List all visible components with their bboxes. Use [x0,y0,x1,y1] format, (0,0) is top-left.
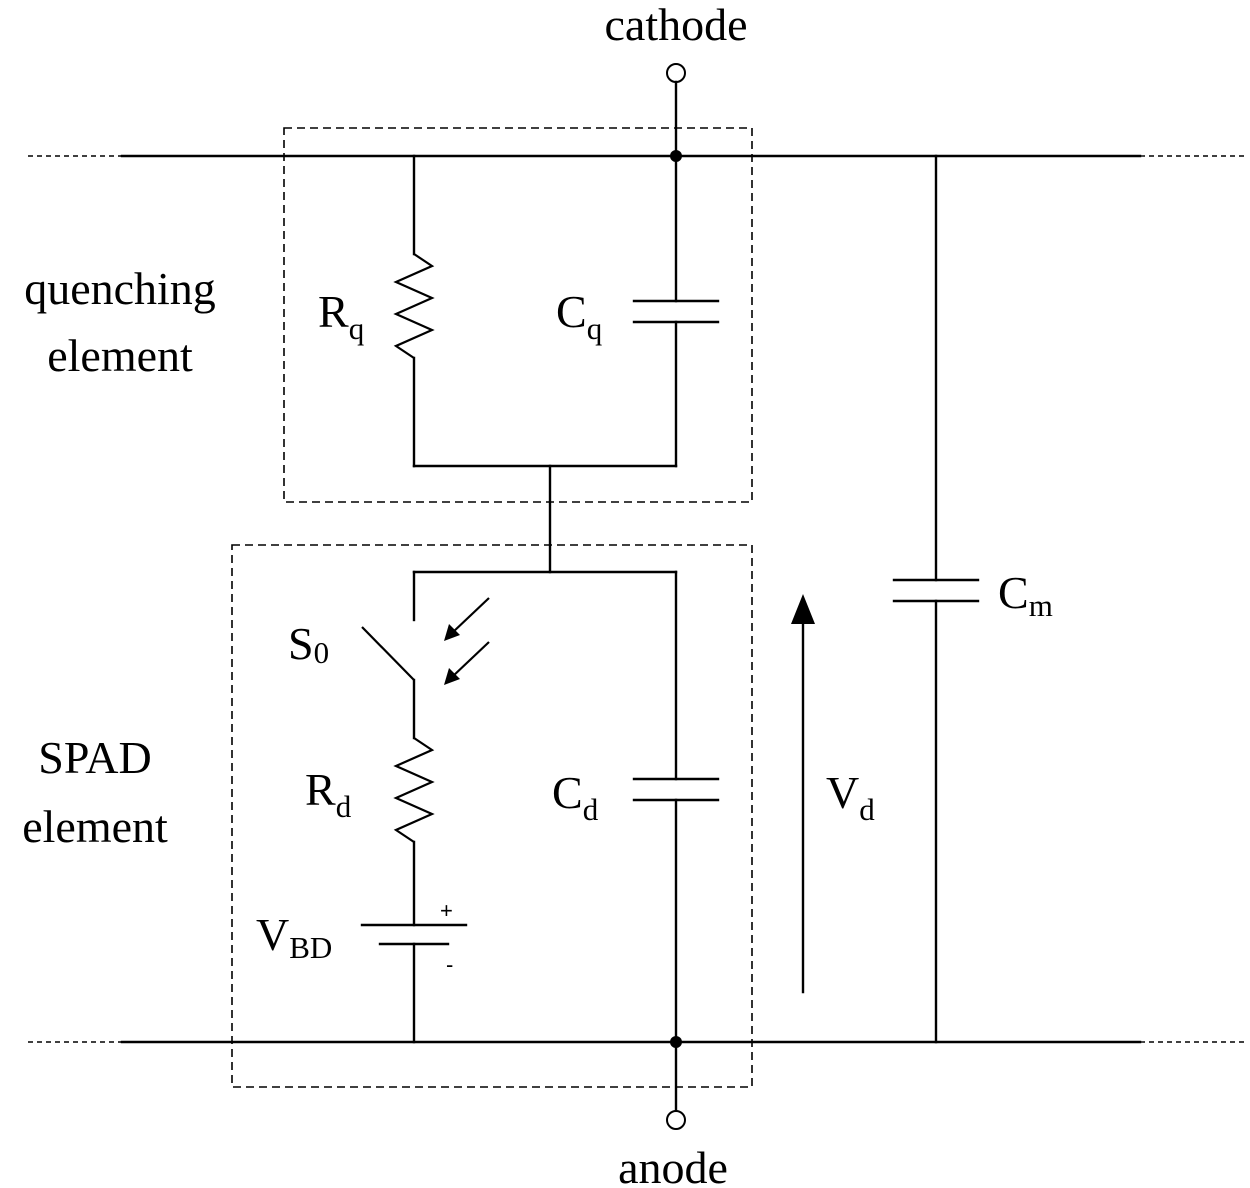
battery-vbd [360,923,468,1044]
cathode-label: cathode [604,0,747,50]
anode-terminal [666,1036,686,1130]
vd-arrow-icon [791,594,815,994]
capacitor-cq [632,154,720,468]
capacitor-cm [892,154,980,1044]
spad-element-box [231,544,753,1088]
spad-label-line1: SPAD [38,732,151,783]
s0-label: S0 [288,618,329,670]
vbd-plus-sign: + [440,898,453,923]
resistor-rq [393,154,435,468]
switch-s0 [361,570,416,740]
photon-arrows-icon [444,597,490,685]
quenching-label-line2: element [47,330,193,381]
vbd-label: VBD [256,909,332,965]
rq-label: Rq [318,286,364,346]
cd-label: Cd [552,767,599,827]
cm-label: Cm [998,567,1053,623]
cq-label: Cq [556,286,602,346]
quenching-label-line1: quenching [24,263,216,314]
vd-label: Vd [826,767,875,827]
vbd-minus-sign: - [446,952,453,977]
capacitor-cd [632,570,720,1044]
spad-label-line2: element [22,801,168,852]
quenching-element-box [283,127,753,503]
anode-label: anode [618,1142,728,1188]
cathode-terminal [666,63,686,162]
resistor-rd [393,737,435,927]
rd-label: Rd [305,764,352,824]
